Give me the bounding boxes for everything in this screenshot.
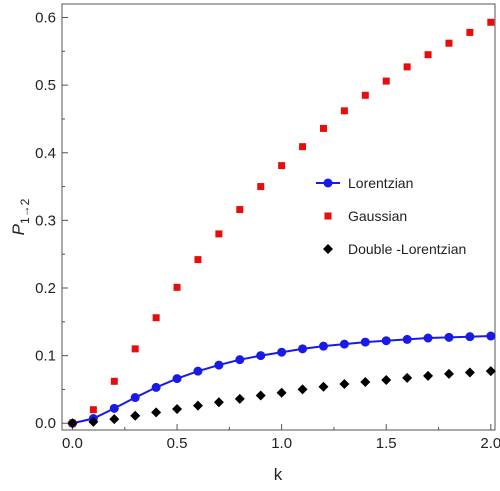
data-point [486, 331, 496, 341]
data-point [236, 206, 244, 214]
data-point [485, 366, 496, 377]
data-point [131, 345, 139, 353]
y-tick-label: 0.5 [35, 77, 56, 94]
data-point [152, 314, 160, 322]
series-layer [67, 18, 496, 429]
data-point [402, 372, 413, 383]
data-point [445, 39, 453, 47]
data-point [360, 337, 370, 347]
data-point [465, 332, 475, 342]
data-point [277, 347, 287, 357]
legend-label: Double -Lorentzian [348, 241, 466, 257]
data-point [318, 381, 329, 392]
data-point [340, 107, 348, 115]
data-point [130, 393, 140, 403]
legend-entry: Double -Lorentzian [323, 241, 466, 257]
legend-label: Gaussian [348, 208, 407, 224]
legend-entry: Gaussian [324, 208, 407, 224]
data-point [319, 124, 327, 132]
data-point [110, 377, 118, 385]
data-point [89, 406, 97, 414]
plot-frame [61, 3, 496, 431]
data-point [234, 393, 245, 404]
y-tick-label: 0.2 [35, 280, 56, 297]
y-tick-label: 0.0 [35, 415, 56, 432]
data-point [466, 28, 474, 36]
data-point [381, 336, 391, 346]
legend: Lorentzian Gaussian Double -Lorentzian [316, 175, 466, 257]
x-tick-label: 0.0 [62, 435, 83, 452]
y-axis-title-group: P1→2 [9, 198, 32, 235]
data-point [339, 379, 350, 390]
y-tick-label: 0.3 [35, 212, 56, 229]
x-tick-label: 1.0 [271, 435, 292, 452]
data-point [424, 51, 432, 59]
data-point [402, 334, 412, 344]
y-tick-label: 0.1 [35, 348, 56, 365]
data-point [192, 400, 203, 411]
data-point [173, 283, 181, 291]
y-tick-label: 0.4 [35, 145, 56, 162]
data-point [318, 341, 328, 351]
x-tick-label: 2.0 [480, 435, 500, 452]
data-point [339, 339, 349, 349]
series-2 [67, 366, 496, 429]
y-tick-label: 0.6 [35, 10, 56, 27]
data-point [382, 77, 390, 85]
data-point [109, 403, 119, 413]
x-axis-title: k [274, 465, 283, 484]
data-point [194, 256, 202, 264]
data-point [256, 351, 266, 361]
legend-entry: Lorentzian [316, 175, 413, 191]
data-point [299, 143, 307, 151]
data-point [172, 374, 182, 384]
data-point [193, 366, 203, 376]
data-point [130, 410, 141, 421]
data-point [381, 374, 392, 385]
data-point [487, 18, 495, 26]
data-point [109, 414, 120, 425]
data-point [276, 387, 287, 398]
data-point [151, 407, 162, 418]
y-axis-title-main: P [9, 223, 28, 235]
y-axis-title: P1→2 [9, 198, 32, 235]
data-point [423, 333, 433, 343]
legend-marker [323, 244, 333, 254]
data-point [403, 63, 411, 71]
legend-marker [323, 178, 333, 188]
data-point [298, 344, 308, 354]
data-point [214, 360, 224, 370]
series-1 [68, 18, 495, 427]
data-point [361, 91, 369, 99]
data-point [215, 230, 223, 238]
data-point [255, 390, 266, 401]
data-point [464, 367, 475, 378]
data-point [257, 183, 265, 191]
x-tick-label: 1.5 [376, 435, 397, 452]
data-point [297, 384, 308, 395]
data-point [444, 332, 454, 342]
data-point [67, 418, 78, 429]
axis-ticks: 0.0 0.5 1.0 1.5 2.0 0.0 0.1 0.2 0.3 0.4 0.5 0.6 [35, 10, 500, 452]
data-point [88, 416, 99, 427]
data-point [423, 370, 434, 381]
legend-label: Lorentzian [348, 175, 413, 191]
data-point [151, 382, 161, 392]
data-point [213, 397, 224, 408]
data-point [278, 162, 286, 170]
data-point [172, 404, 183, 415]
data-point [360, 376, 371, 387]
legend-marker [324, 212, 332, 220]
data-point [235, 355, 245, 365]
x-tick-label: 0.5 [167, 435, 188, 452]
data-point [443, 368, 454, 379]
y-axis-title-subscript: 1→2 [18, 198, 32, 224]
